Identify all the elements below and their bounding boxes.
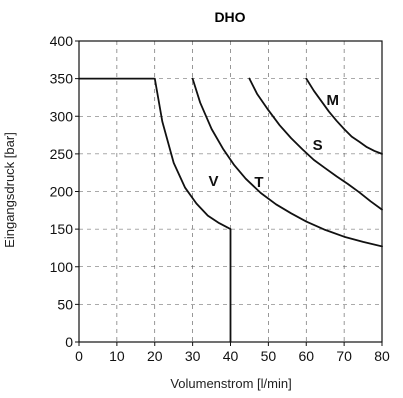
x-tick-label: 60 [298,348,314,364]
x-tick-label: 80 [374,348,390,364]
x-axis-label: Volumenstrom [l/min] [170,376,291,391]
x-tick-label: 20 [147,348,163,364]
y-tick-label: 400 [50,33,74,49]
series-label-t: T [254,174,263,191]
y-tick-label: 50 [57,296,73,312]
y-tick-label: 350 [50,71,74,87]
series-label-s: S [313,137,323,154]
y-tick-label: 0 [65,334,73,350]
x-tick-label: 70 [336,348,352,364]
x-tick-label: 40 [223,348,239,364]
y-tick-label: 300 [50,108,74,124]
y-tick-label: 100 [50,259,74,275]
grid [79,41,382,342]
series-label-m: M [327,92,340,109]
x-tick-label: 50 [261,348,277,364]
x-tick-label: 30 [185,348,201,364]
series-labels: V T S M [208,92,339,191]
series-line-m [305,77,383,155]
series-line-v [78,77,232,343]
series-line-t [191,77,383,248]
series-lines [78,77,383,343]
y-tick-label: 150 [50,221,74,237]
chart-title: DHO [214,9,245,25]
x-tick-label: 10 [109,348,125,364]
y-tick-labels: 0 50 100 150 200 250 300 350 400 [50,33,79,350]
y-tick-label: 200 [50,184,74,200]
x-tick-labels: 0 10 20 30 40 50 60 70 80 [75,342,390,364]
series-label-v: V [208,173,218,190]
y-axis-label: Eingangsdruck [bar] [2,132,17,248]
x-tick-label: 0 [75,348,83,364]
series-line-s [248,77,383,211]
y-tick-label: 250 [50,146,74,162]
